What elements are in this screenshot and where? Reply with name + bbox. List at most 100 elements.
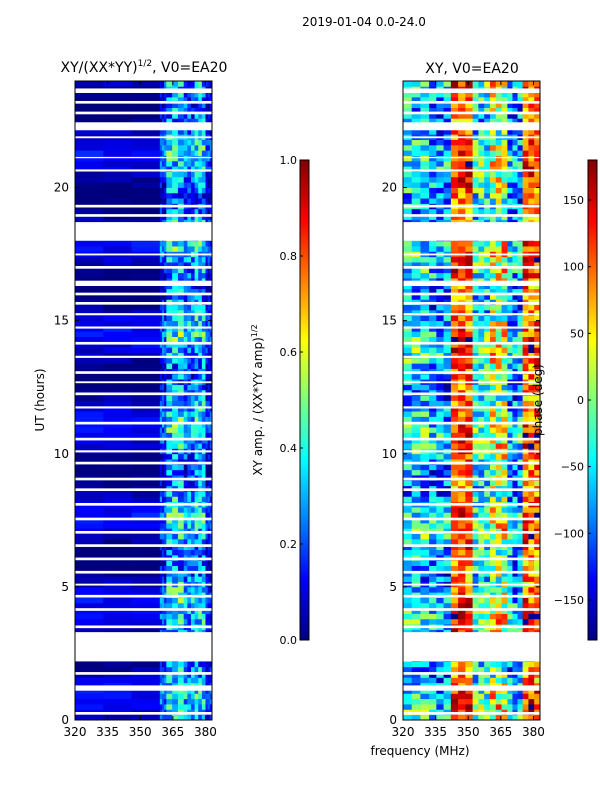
heatmap-cell: [209, 400, 213, 407]
heatmap-cell: [534, 331, 541, 337]
heatmap-cell: [131, 411, 161, 417]
heatmap-cell: [201, 613, 206, 620]
heatmap-cell: [177, 522, 185, 529]
heatmap-cell: [458, 283, 466, 290]
heatmap-cell: [183, 102, 188, 109]
heatmap-cell: [489, 618, 497, 625]
heatmap-cell: [528, 240, 535, 247]
heatmap-cell: [164, 693, 167, 700]
heatmap-cell: [420, 139, 430, 146]
heatmap-cell: [209, 666, 213, 673]
heatmap-cell: [161, 384, 165, 391]
heatmap-cell: [161, 704, 165, 710]
heatmap-cell: [472, 256, 479, 263]
heatmap-cell: [495, 331, 502, 337]
heatmap-cell: [205, 469, 209, 476]
heatmap-cell: [495, 437, 502, 444]
heatmap-cell: [501, 427, 508, 433]
heatmap-cell: [517, 208, 523, 215]
heatmap-cell: [450, 198, 459, 204]
heatmap-cell: [190, 437, 195, 444]
heatmap-cell: [458, 416, 466, 423]
heatmap-cell: [528, 160, 535, 167]
left-data-gaps: [75, 88, 212, 715]
heatmap-cell: [131, 677, 161, 684]
heatmap-cell: [198, 549, 203, 556]
heatmap-cell: [183, 698, 188, 705]
heatmap-cell: [201, 309, 206, 316]
heatmap-cell: [436, 155, 444, 162]
heatmap-cell: [172, 549, 179, 556]
heatmap-cell: [472, 214, 479, 220]
heatmap-cell: [507, 698, 513, 705]
heatmap-cell: [187, 576, 192, 582]
heatmap-cell: [131, 565, 161, 572]
x-tick-label: 380: [522, 725, 545, 739]
heatmap-cell: [177, 549, 185, 556]
heatmap-cell: [517, 437, 523, 444]
data-gap: [75, 517, 212, 521]
x-tick-label: 350: [129, 725, 152, 739]
heatmap-cell: [484, 560, 491, 566]
heatmap-cell: [489, 411, 497, 417]
heatmap-cell: [205, 549, 209, 556]
heatmap-cell: [201, 373, 206, 380]
heatmap-cell: [501, 240, 508, 247]
heatmap-cell: [522, 693, 529, 700]
heatmap-cell: [205, 320, 209, 327]
heatmap-cell: [198, 698, 203, 705]
heatmap-cell: [190, 267, 195, 274]
heatmap-cell: [429, 198, 437, 204]
heatmap-cell: [495, 677, 502, 684]
heatmap-cell: [495, 352, 502, 359]
heatmap-cell: [484, 565, 491, 572]
heatmap-cell: [403, 464, 413, 471]
heatmap-cell: [420, 315, 430, 322]
heatmap-cell: [484, 118, 491, 124]
heatmap-cell: [528, 608, 535, 614]
heatmap-cell: [403, 395, 413, 401]
heatmap-cell: [436, 395, 444, 401]
heatmap-cell: [495, 480, 502, 487]
heatmap-cell: [166, 96, 173, 103]
heatmap-cell: [420, 416, 430, 423]
heatmap-cell: [164, 267, 167, 274]
heatmap-cell: [190, 107, 195, 114]
heatmap-cell: [201, 315, 206, 322]
heatmap-cell: [201, 677, 206, 684]
heatmap-cell: [429, 176, 437, 183]
heatmap-cell: [209, 693, 213, 700]
heatmap-cell: [465, 347, 473, 353]
heatmap-cell: [159, 155, 163, 162]
heatmap-cell: [436, 677, 444, 684]
heatmap-cell: [209, 288, 213, 295]
heatmap-cell: [205, 139, 209, 146]
heatmap-cell: [484, 107, 491, 114]
heatmap-cell: [194, 325, 199, 332]
heatmap-cell: [75, 517, 104, 524]
heatmap-cell: [187, 517, 192, 524]
heatmap-cell: [207, 688, 211, 694]
heatmap-cell: [450, 698, 459, 705]
heatmap-cell: [450, 166, 459, 172]
heatmap-cell: [478, 496, 485, 503]
heatmap-cell: [429, 336, 437, 343]
data-gap: [403, 292, 540, 296]
heatmap-cell: [478, 411, 485, 417]
heatmap-cell: [172, 118, 179, 124]
heatmap-cell: [443, 443, 452, 449]
heatmap-cell: [159, 602, 163, 609]
heatmap-cell: [472, 405, 479, 412]
heatmap-cell: [161, 304, 165, 311]
heatmap-cell: [495, 432, 502, 439]
heatmap-cell: [517, 192, 523, 199]
heatmap-cell: [458, 576, 466, 582]
heatmap-cell: [436, 693, 444, 700]
heatmap-cell: [420, 453, 430, 460]
heatmap-cell: [207, 480, 211, 487]
heatmap-cell: [534, 384, 541, 391]
heatmap-cell: [411, 91, 421, 98]
heatmap-cell: [450, 91, 459, 98]
heatmap-cell: [194, 661, 199, 668]
heatmap-cell: [436, 443, 444, 449]
